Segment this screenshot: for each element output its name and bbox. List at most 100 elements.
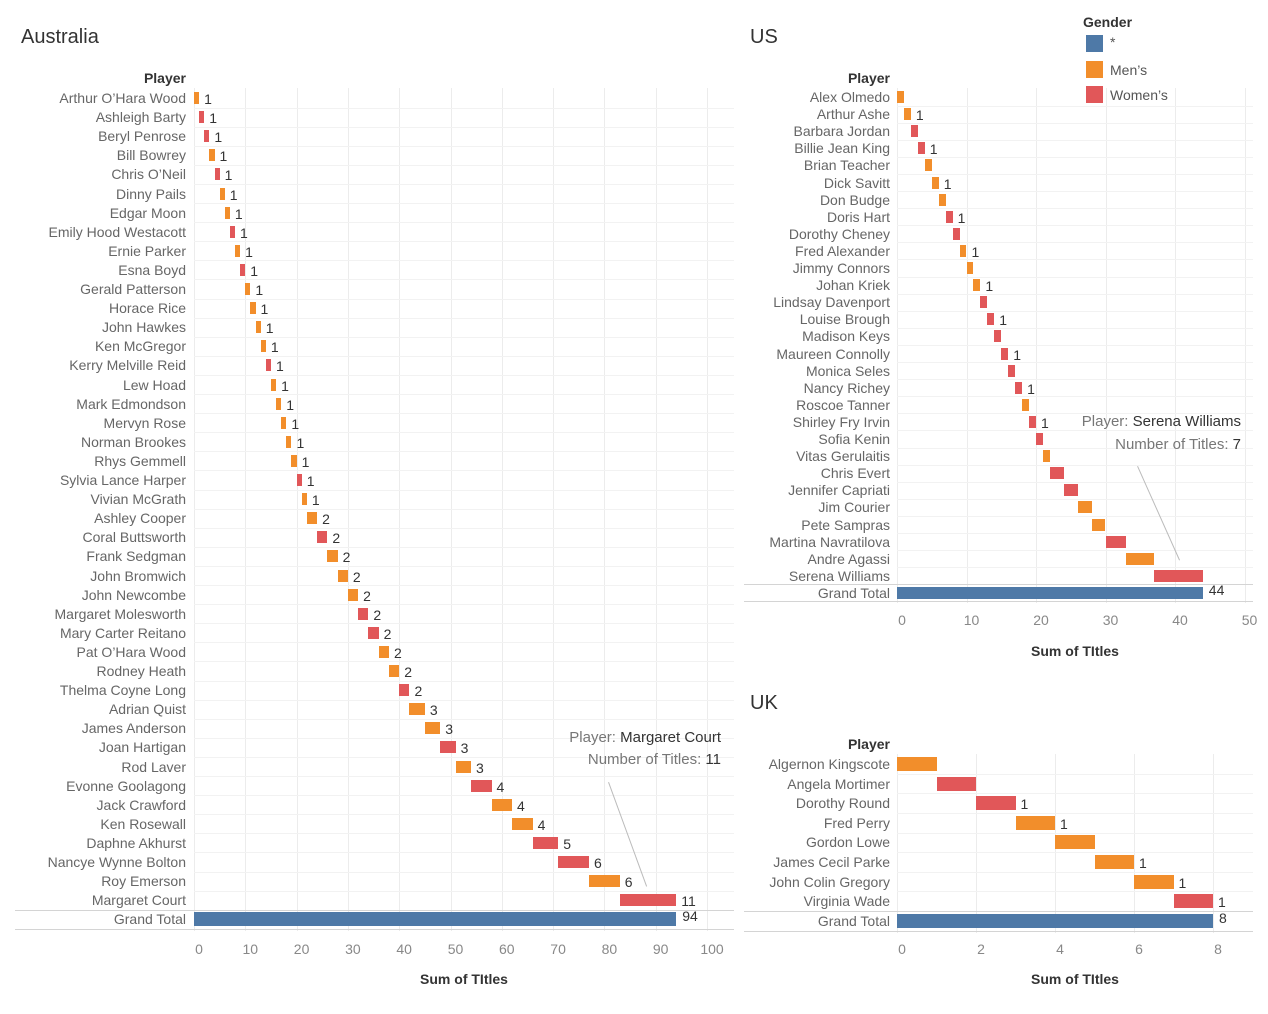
bar-mens[interactable] bbox=[1126, 552, 1155, 565]
bar-mens[interactable] bbox=[219, 187, 225, 200]
bar-womens[interactable] bbox=[1173, 894, 1213, 909]
bar-mens[interactable] bbox=[897, 91, 904, 103]
bar-womens[interactable] bbox=[1063, 484, 1078, 497]
bar-mens[interactable] bbox=[1091, 518, 1106, 531]
value-label: 1 bbox=[250, 262, 259, 279]
bar-mens[interactable] bbox=[194, 92, 200, 104]
bar-mens[interactable] bbox=[1094, 855, 1134, 869]
grand-total-label: Grand Total bbox=[817, 584, 890, 601]
bar-womens[interactable] bbox=[532, 836, 559, 849]
bar-womens[interactable] bbox=[1105, 535, 1127, 548]
bar-mens[interactable] bbox=[209, 149, 215, 162]
bar-womens[interactable] bbox=[199, 111, 205, 124]
gridline-horizontal bbox=[194, 890, 734, 892]
bar-womens[interactable] bbox=[471, 779, 492, 792]
bar-mens[interactable] bbox=[224, 206, 230, 219]
bar-womens[interactable] bbox=[1001, 347, 1009, 360]
bar-womens[interactable] bbox=[204, 130, 210, 143]
bar-womens[interactable] bbox=[917, 142, 925, 155]
bar-womens[interactable] bbox=[214, 168, 220, 181]
legend-swatch bbox=[1086, 35, 1103, 52]
gridline-vertical bbox=[1036, 88, 1037, 604]
bar-womens[interactable] bbox=[358, 607, 369, 620]
bar-womens[interactable] bbox=[1154, 569, 1203, 582]
bar-womens[interactable] bbox=[229, 225, 236, 238]
bar-mens[interactable] bbox=[409, 703, 425, 716]
gridline-horizontal bbox=[897, 550, 1253, 552]
bar-womens[interactable] bbox=[910, 125, 918, 138]
bar-mens[interactable] bbox=[388, 665, 400, 677]
bar-mens[interactable] bbox=[245, 283, 251, 295]
bar-womens[interactable] bbox=[399, 684, 410, 697]
bar-womens[interactable] bbox=[619, 894, 677, 907]
value-label: 2 bbox=[322, 511, 330, 528]
value-label: 1 bbox=[1178, 874, 1187, 891]
bar-womens[interactable] bbox=[296, 474, 302, 486]
bar-mens[interactable] bbox=[491, 798, 513, 811]
bar-mens[interactable] bbox=[301, 493, 307, 506]
bar-mens[interactable] bbox=[276, 397, 282, 410]
bar-mens[interactable] bbox=[455, 760, 471, 773]
bar-mens[interactable] bbox=[286, 435, 292, 448]
value-label: 1 bbox=[255, 282, 264, 298]
bar-mens[interactable] bbox=[589, 875, 620, 888]
bar-womens[interactable] bbox=[936, 776, 976, 791]
bar-mens[interactable] bbox=[1055, 835, 1095, 850]
bar-womens[interactable] bbox=[240, 263, 246, 276]
bar-mens[interactable] bbox=[235, 244, 241, 257]
bar-mens[interactable] bbox=[291, 454, 297, 467]
bar-mens[interactable] bbox=[347, 588, 359, 601]
bar-womens[interactable] bbox=[265, 359, 271, 372]
bar-mens[interactable] bbox=[255, 321, 261, 334]
grand-total-label: Grand Total bbox=[817, 912, 890, 929]
bar-womens[interactable] bbox=[952, 227, 960, 240]
bar-mens[interactable] bbox=[966, 262, 974, 274]
bar-mens[interactable] bbox=[270, 378, 277, 391]
bar-womens[interactable] bbox=[945, 210, 953, 223]
bar-womens[interactable] bbox=[1008, 364, 1016, 377]
bar-mens[interactable] bbox=[424, 722, 441, 735]
bar-womens[interactable] bbox=[1029, 415, 1036, 428]
bar-mens[interactable] bbox=[260, 340, 266, 353]
x-tick-label: 20 bbox=[293, 941, 310, 957]
bar-mens[interactable] bbox=[327, 550, 338, 563]
bar-womens[interactable] bbox=[1049, 467, 1064, 480]
bar-grand-total[interactable] bbox=[194, 912, 677, 927]
bar-mens[interactable] bbox=[1042, 450, 1050, 463]
annotation-titles-value: 7 bbox=[1232, 436, 1241, 453]
row-header: Player bbox=[847, 736, 890, 752]
bar-mens[interactable] bbox=[1022, 398, 1030, 411]
bar-mens[interactable] bbox=[306, 512, 318, 525]
bar-mens[interactable] bbox=[959, 244, 967, 257]
row-label: John Hawkes bbox=[101, 319, 186, 336]
bar-womens[interactable] bbox=[987, 313, 995, 326]
gridline-horizontal bbox=[194, 661, 734, 663]
bar-mens[interactable] bbox=[897, 757, 937, 771]
bar-womens[interactable] bbox=[1036, 433, 1043, 445]
bar-mens[interactable] bbox=[903, 108, 911, 121]
bar-grand-total[interactable] bbox=[897, 586, 1203, 599]
bar-womens[interactable] bbox=[976, 796, 1016, 811]
bar-womens[interactable] bbox=[558, 856, 589, 868]
row-label: Don Budge bbox=[819, 191, 890, 208]
bar-mens[interactable] bbox=[931, 176, 939, 189]
bar-mens[interactable] bbox=[378, 645, 389, 658]
bar-womens[interactable] bbox=[980, 296, 988, 309]
bar-grand-total[interactable] bbox=[897, 913, 1213, 928]
bar-mens[interactable] bbox=[512, 817, 533, 830]
bar-womens[interactable] bbox=[440, 741, 456, 754]
bar-womens[interactable] bbox=[317, 531, 328, 544]
bar-mens[interactable] bbox=[337, 569, 348, 582]
bar-womens[interactable] bbox=[1015, 381, 1023, 394]
bar-mens[interactable] bbox=[973, 279, 981, 292]
row-label: Lew Hoad bbox=[122, 376, 186, 393]
bar-mens[interactable] bbox=[1077, 501, 1092, 514]
bar-mens[interactable] bbox=[250, 302, 256, 315]
bar-womens[interactable] bbox=[368, 626, 379, 639]
bar-mens[interactable] bbox=[924, 159, 932, 172]
bar-mens[interactable] bbox=[938, 193, 946, 206]
bar-mens[interactable] bbox=[1134, 874, 1174, 889]
bar-womens[interactable] bbox=[994, 330, 1002, 343]
bar-mens[interactable] bbox=[1015, 815, 1055, 830]
bar-mens[interactable] bbox=[281, 416, 287, 429]
